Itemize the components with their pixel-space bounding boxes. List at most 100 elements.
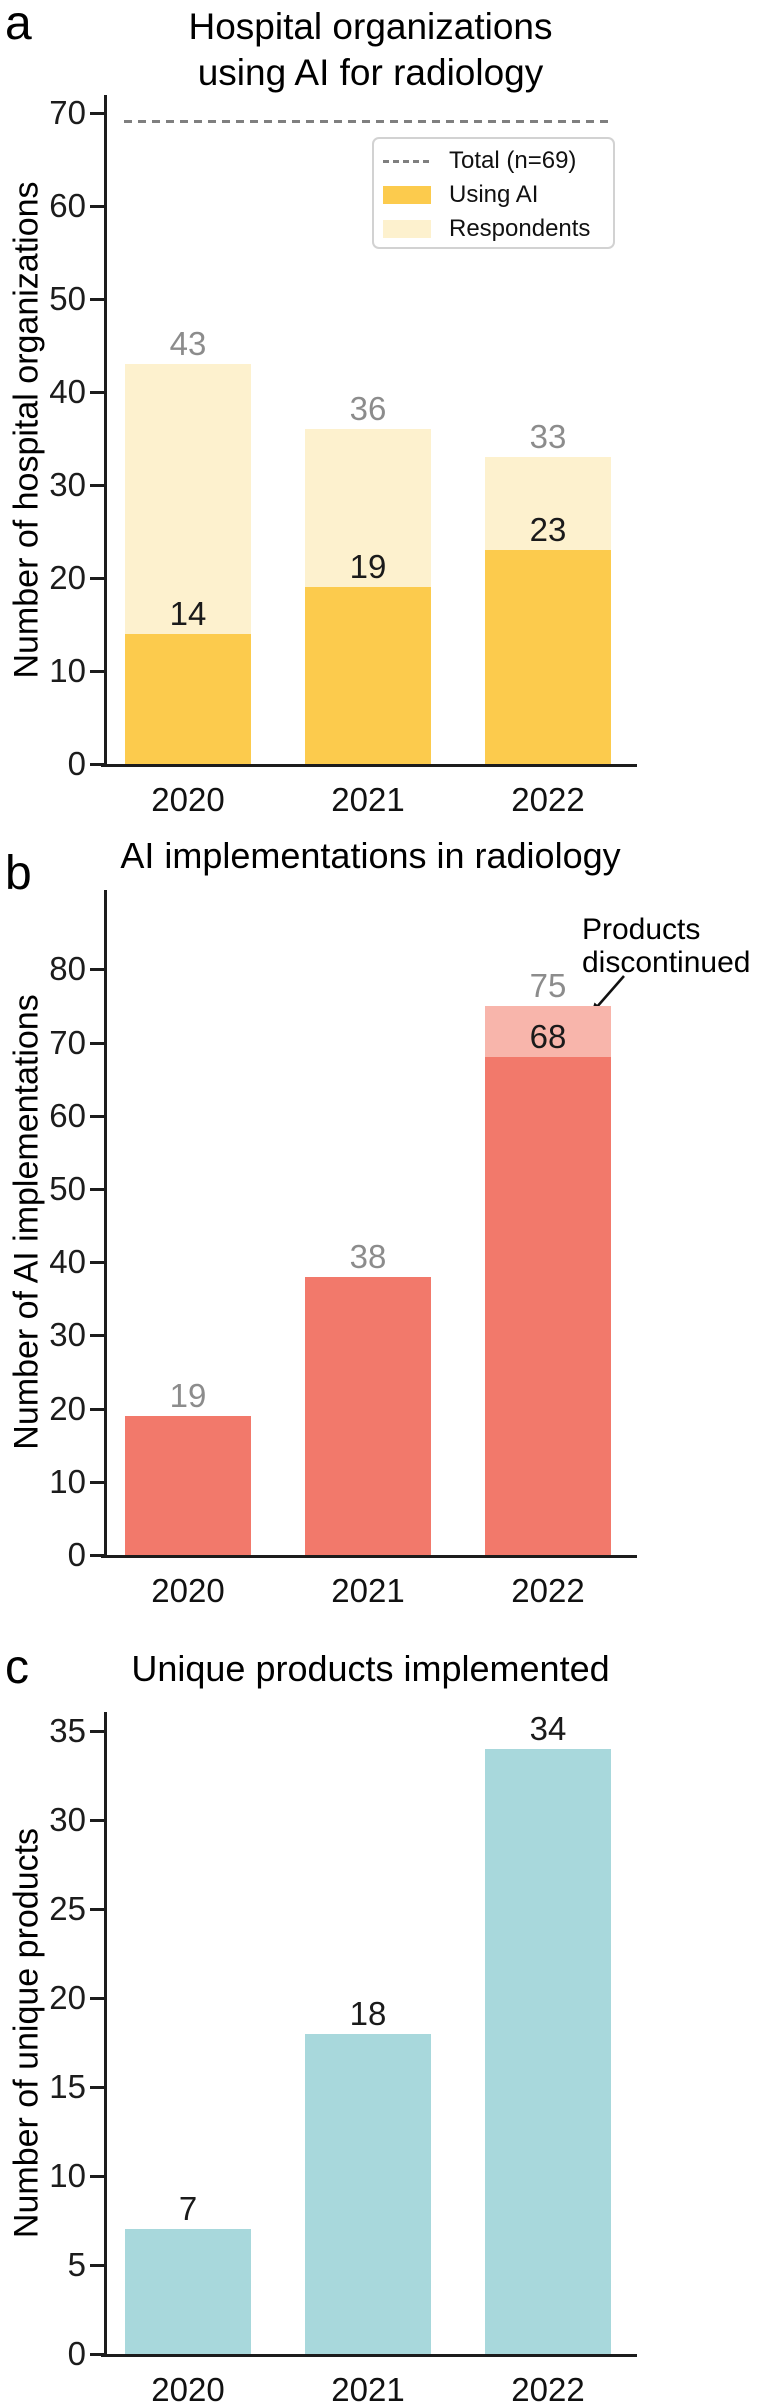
y-axis-label-b: Number of AI implementations (7, 994, 46, 1450)
bar-value-label: 36 (349, 390, 387, 428)
bar-segment-using-ai (125, 633, 251, 764)
x-tick-label: 2020 (151, 1572, 225, 1609)
y-tick-mark (90, 1261, 104, 1265)
y-tick-mark (90, 1554, 104, 1557)
y-tick-label: 0 (67, 745, 86, 782)
bar-value-label: 19 (349, 548, 387, 586)
bar-value-label: 75 (529, 967, 567, 1004)
y-tick-mark (90, 2175, 104, 2178)
legend-swatch-respondents (383, 220, 431, 238)
y-tick-label: 0 (67, 2335, 86, 2372)
bar-segment-using-ai (485, 550, 611, 764)
y-tick-label: 80 (49, 950, 86, 988)
legend-label-total: Total (n=69) (449, 147, 577, 174)
bar-value-label: 23 (529, 511, 567, 549)
y-tick-label: 70 (49, 94, 86, 131)
legend-row-using-ai: Using AI (374, 178, 613, 212)
y-tick-label: 20 (49, 559, 86, 596)
y-tick-mark (90, 1407, 104, 1411)
x-axis-line (101, 764, 637, 767)
bar-segment-products-discontinued (485, 1006, 611, 1058)
dashed-line-sample-icon (383, 159, 431, 163)
panel-letter-b: b (5, 847, 32, 900)
y-axis-spine (104, 95, 107, 764)
legend-label-respondents: Respondents (449, 215, 591, 242)
y-tick-mark (90, 484, 104, 487)
y-tick-label: 0 (67, 1536, 86, 1573)
y-tick-mark (90, 968, 104, 972)
y-tick-label: 10 (49, 652, 86, 689)
bar-segment-ai-implementations (485, 1057, 611, 1555)
y-tick-label: 30 (49, 1801, 86, 1838)
y-axis-label-a: Number of hospital organizations (7, 181, 46, 679)
y-tick-mark (90, 763, 104, 766)
y-tick-mark (90, 298, 104, 301)
y-tick-mark (90, 1188, 104, 1191)
y-tick-mark (90, 670, 104, 673)
x-axis-line (101, 1555, 637, 1558)
bar-segment-unique-products (305, 2033, 431, 2354)
y-tick-mark (90, 2353, 104, 2356)
y-tick-mark (90, 1041, 104, 1045)
bar-value-label: 18 (349, 1994, 387, 2032)
y-tick-label: 30 (49, 1316, 86, 1354)
panel-letter-c: c (5, 1641, 29, 1694)
y-tick-label: 70 (49, 1023, 86, 1061)
bar-segment-using-ai (305, 587, 431, 764)
y-tick-mark (90, 1908, 104, 1911)
x-tick-label: 2022 (511, 2371, 585, 2406)
y-tick-mark (90, 1114, 104, 1118)
bar-segment-ai-implementations (305, 1276, 431, 1555)
chart-title-a: Hospital organizations using AI for radi… (188, 6, 553, 93)
y-tick-label: 60 (49, 187, 86, 224)
y-tick-label: 10 (49, 2157, 86, 2194)
y-tick-mark (90, 1480, 104, 1484)
bar-segment-ai-implementations (125, 1415, 251, 1555)
legend-swatch-using-ai (383, 186, 431, 204)
y-tick-label: 30 (49, 466, 86, 503)
annotation-products-discontinued: Products discontinued (582, 913, 751, 979)
bar-segment-unique-products (485, 1748, 611, 2354)
x-tick-label: 2021 (331, 1572, 405, 1609)
y-axis-spine (104, 1712, 107, 2354)
y-tick-label: 15 (49, 2068, 86, 2105)
bar-value-label: 33 (529, 418, 567, 456)
bar-segment-unique-products (125, 2229, 251, 2354)
y-axis-spine (104, 890, 107, 1555)
y-tick-label: 35 (49, 1712, 86, 1749)
y-tick-label: 20 (49, 1979, 86, 2016)
chart-title-c: Unique products implemented (131, 1648, 610, 1689)
y-tick-label: 40 (49, 1243, 86, 1281)
y-tick-mark (90, 205, 104, 208)
y-tick-mark (90, 1334, 104, 1338)
x-tick-label: 2022 (511, 781, 585, 818)
reference-line (124, 120, 613, 124)
y-tick-mark (90, 1997, 104, 2000)
y-tick-mark (90, 112, 104, 115)
x-axis-line (101, 2354, 637, 2357)
y-tick-label: 60 (49, 1096, 86, 1134)
bar-value-label: 19 (169, 1376, 207, 1414)
y-tick-mark (90, 1730, 104, 1733)
legend: Total (n=69) Using AI Respondents (372, 137, 615, 249)
x-tick-label: 2022 (511, 1572, 585, 1609)
y-tick-label: 40 (49, 373, 86, 410)
y-tick-mark (90, 391, 104, 394)
bar-value-label: 34 (529, 1709, 567, 1747)
y-tick-label: 50 (49, 1170, 86, 1207)
legend-row-respondents: Respondents (374, 212, 613, 246)
bar-value-label: 68 (529, 1018, 567, 1056)
bar-value-label: 7 (178, 2190, 198, 2228)
y-tick-label: 20 (49, 1389, 86, 1427)
chart-title-b: AI implementations in radiology (120, 835, 621, 876)
y-tick-label: 50 (49, 280, 86, 317)
y-tick-mark (90, 577, 104, 580)
x-tick-label: 2020 (151, 781, 225, 818)
panel-letter-a: a (5, 0, 32, 50)
y-tick-mark (90, 2086, 104, 2089)
x-tick-label: 2020 (151, 2371, 225, 2406)
bar-value-label: 43 (169, 325, 207, 363)
x-tick-label: 2021 (331, 2371, 405, 2406)
bar-value-label: 14 (169, 594, 207, 632)
